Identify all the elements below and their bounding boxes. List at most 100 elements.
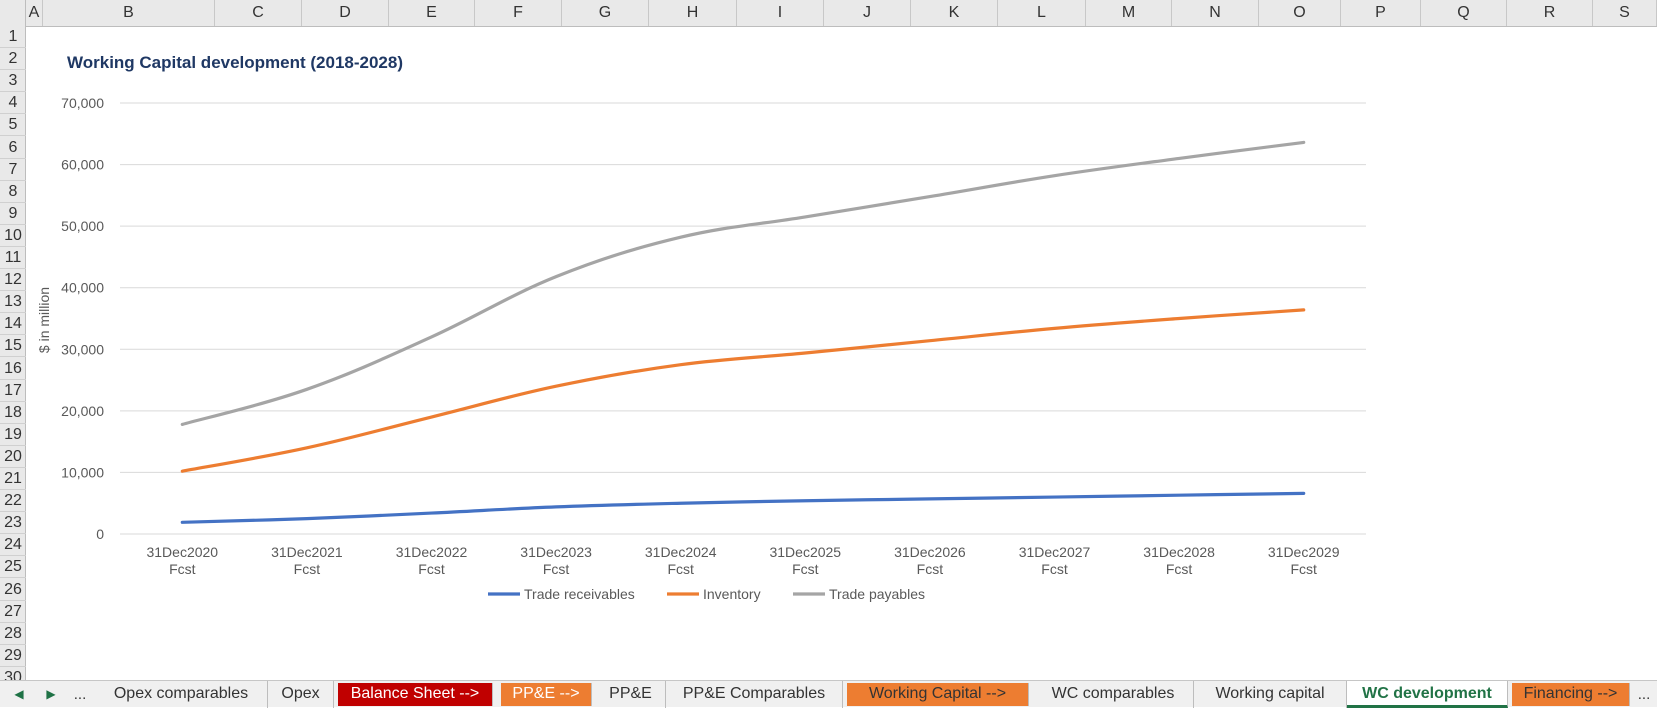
column-header-a[interactable]: A [26,0,43,26]
sheet-tab-pp-e[interactable]: PP&E [596,681,666,708]
row-header-28[interactable]: 28 [0,623,26,645]
x-tick-label: 31Dec2023 [520,544,592,560]
row-header-16[interactable]: 16 [0,358,26,380]
working-capital-chart[interactable]: Working Capital development (2018-2028) … [0,0,1657,680]
row-header-21[interactable]: 21 [0,468,26,490]
sheet-tab-opex[interactable]: Opex [268,681,334,708]
row-header-23[interactable]: 23 [0,512,26,535]
column-header-m[interactable]: M [1086,0,1172,26]
x-axis-ticks: 31Dec2020Fcst31Dec2021Fcst31Dec2022Fcst3… [146,544,1339,577]
column-header-j[interactable]: J [824,0,911,26]
column-header-k[interactable]: K [911,0,998,26]
x-tick-label: 31Dec2028 [1143,544,1215,560]
column-header-c[interactable]: C [215,0,302,26]
tab-overflow-left[interactable]: ... [73,686,87,703]
tab-overflow-right[interactable]: ... [1637,686,1651,703]
row-header-18[interactable]: 18 [0,402,26,424]
x-tick-label: 31Dec2024 [645,544,717,560]
x-tick-label: 31Dec2029 [1268,544,1340,560]
row-header-22[interactable]: 22 [0,490,26,513]
row-header-20[interactable]: 20 [0,446,26,468]
y-tick-label: 70,000 [61,95,104,111]
select-all-corner[interactable] [0,0,26,26]
column-header-p[interactable]: P [1341,0,1421,26]
column-header-n[interactable]: N [1172,0,1259,26]
y-tick-label: 0 [96,526,104,542]
row-header-17[interactable]: 17 [0,380,26,402]
row-header-12[interactable]: 12 [0,269,26,292]
y-tick-label: 10,000 [61,464,104,480]
x-tick-label: Fcst [917,561,944,577]
y-tick-label: 50,000 [61,218,104,234]
x-tick-label: 31Dec2022 [396,544,468,560]
column-header-d[interactable]: D [302,0,389,26]
row-header-2[interactable]: 2 [0,48,26,71]
series-line-trade-payables[interactable] [180,140,1306,427]
y-axis-label: $ in million [36,287,52,353]
row-header-10[interactable]: 10 [0,225,26,247]
sheet-tab-bar: ◀ ▶ ... Opex comparables Opex Balance Shee… [0,680,1657,708]
column-header-e[interactable]: E [389,0,475,26]
column-header-l[interactable]: L [998,0,1086,26]
x-tick-label: Fcst [1290,561,1317,577]
row-header-7[interactable]: 7 [0,159,26,181]
row-header-3[interactable]: 3 [0,70,26,93]
y-tick-label: 60,000 [61,157,104,173]
row-header-bar: 1 2 3 4 5 6 7 8 9 10 11 12 13 14 15 16 17 18 19 20 21 22 23 24 2… [0,26,26,680]
x-tick-label: Fcst [667,561,694,577]
column-header-g[interactable]: G [562,0,649,26]
legend-label: Inventory [703,586,761,602]
row-header-15[interactable]: 15 [0,335,26,358]
column-header-h[interactable]: H [649,0,737,26]
x-tick-label: Fcst [1041,561,1068,577]
tab-scroll-left-button[interactable]: ◀ [14,687,24,701]
row-header-9[interactable]: 9 [0,203,26,225]
row-header-29[interactable]: 29 [0,645,26,667]
column-header-b[interactable]: B [43,0,215,26]
sheet-tab-opex-comparables[interactable]: Opex comparables [95,681,268,708]
series-line-inventory[interactable] [180,308,1306,473]
sheet-tab-working-capital[interactable]: Working Capital --> [847,683,1029,706]
row-header-26[interactable]: 26 [0,579,26,601]
row-header-4[interactable]: 4 [0,92,26,115]
sheet-tab-wc-development[interactable]: WC development [1347,681,1508,708]
y-tick-label: 40,000 [61,280,104,296]
row-header-14[interactable]: 14 [0,313,26,336]
sheet-tab-financing[interactable]: Financing --> [1512,683,1630,706]
x-tick-label: Fcst [1166,561,1193,577]
row-header-13[interactable]: 13 [0,291,26,314]
y-axis-ticks: 0 10,000 20,000 30,000 40,000 50,000 60,000 70,… [61,95,104,542]
row-header-24[interactable]: 24 [0,534,26,557]
sheet-tab-pp-e-comparables[interactable]: PP&E Comparables [666,681,843,708]
row-header-25[interactable]: 25 [0,556,26,579]
row-header-5[interactable]: 5 [0,114,26,137]
series-line-trade-receivables[interactable] [180,491,1306,524]
row-header-1[interactable]: 1 [0,26,26,48]
column-header-r[interactable]: R [1507,0,1593,26]
column-header-f[interactable]: F [475,0,562,26]
x-tick-label: 31Dec2020 [146,544,218,560]
row-header-30[interactable]: 30 [0,667,26,680]
x-tick-label: Fcst [543,561,570,577]
sheet-tab-working-capital[interactable]: Working capital [1194,681,1347,708]
row-header-8[interactable]: 8 [0,181,26,203]
column-header-q[interactable]: Q [1421,0,1507,26]
sheet-tab-pp-e[interactable]: PP&E --> [501,683,592,706]
column-header-i[interactable]: I [737,0,824,26]
sheet-tab-balance-sheet[interactable]: Balance Sheet --> [338,683,493,706]
row-header-11[interactable]: 11 [0,247,26,269]
chart-gridlines [120,102,1366,535]
x-tick-label: 31Dec2027 [1019,544,1091,560]
row-header-27[interactable]: 27 [0,601,26,623]
chart-title: Working Capital development (2018-2028) [67,53,403,72]
tab-scroll-right-button[interactable]: ▶ [46,687,56,701]
x-tick-label: Fcst [418,561,445,577]
row-header-6[interactable]: 6 [0,137,26,159]
chart-legend: Trade receivables Inventory Trade payables [488,586,925,602]
column-header-o[interactable]: O [1259,0,1341,26]
sheet-tab-wc-comparables[interactable]: WC comparables [1033,681,1194,708]
legend-label: Trade payables [829,586,925,602]
row-header-19[interactable]: 19 [0,424,26,446]
